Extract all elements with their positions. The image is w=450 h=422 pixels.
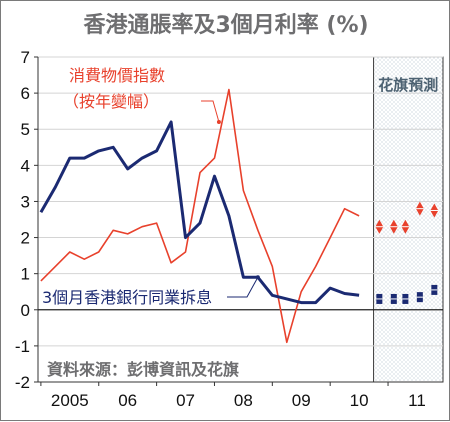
series-lines [39, 88, 360, 344]
forecast-markers [375, 201, 439, 304]
x-tick-label: 2005 [51, 391, 89, 410]
x-tick-label: 07 [176, 391, 195, 410]
cpi-line [40, 88, 360, 344]
x-tick-label: 06 [118, 391, 137, 410]
chart-title: 香港通脹率及3個月利率 (%) [83, 12, 368, 38]
x-tick-label: 08 [234, 391, 253, 410]
legend-hibor-pointer [255, 275, 260, 280]
legend-cpi-pointer [216, 120, 221, 124]
y-tick-label: 6 [21, 84, 30, 103]
y-tick-label: -1 [15, 337, 30, 356]
axes: -2 -1 0 1 2 3 4 5 6 7 2005 06 07 08 09 10 11 [15, 48, 443, 410]
y-tick-label: 3 [21, 192, 30, 211]
legend-cpi-sublabel: （按年變幅） [63, 92, 159, 111]
legend-cpi: 消費物價指數 （按年變幅） [63, 66, 221, 124]
y-tick-label: 1 [21, 265, 30, 284]
y-tick-label: -2 [15, 373, 30, 392]
y-tick-label: 0 [21, 301, 30, 320]
y-tick-label: 5 [21, 120, 30, 139]
legend-hibor-label: 3個月香港銀行同業拆息 [42, 288, 212, 307]
x-tick-label: 11 [408, 391, 426, 410]
source-note: 資料來源：彭博資訊及花旗 [47, 360, 239, 379]
y-tick-label: 2 [21, 229, 30, 248]
x-tick-label: 09 [292, 391, 311, 410]
forecast-panel [373, 56, 444, 383]
y-tick-label: 7 [21, 48, 30, 67]
x-tick-label: 10 [350, 391, 369, 410]
hibor-line [39, 120, 360, 305]
legend-hibor-leader [227, 277, 259, 298]
legend-hibor: 3個月香港銀行同業拆息 [42, 275, 260, 307]
legend-cpi-label: 消費物價指數 [69, 66, 165, 85]
forecast-label: 花旗預測 [378, 76, 438, 94]
legend-cpi-leader [201, 100, 220, 123]
y-tick-label: 4 [21, 156, 30, 175]
